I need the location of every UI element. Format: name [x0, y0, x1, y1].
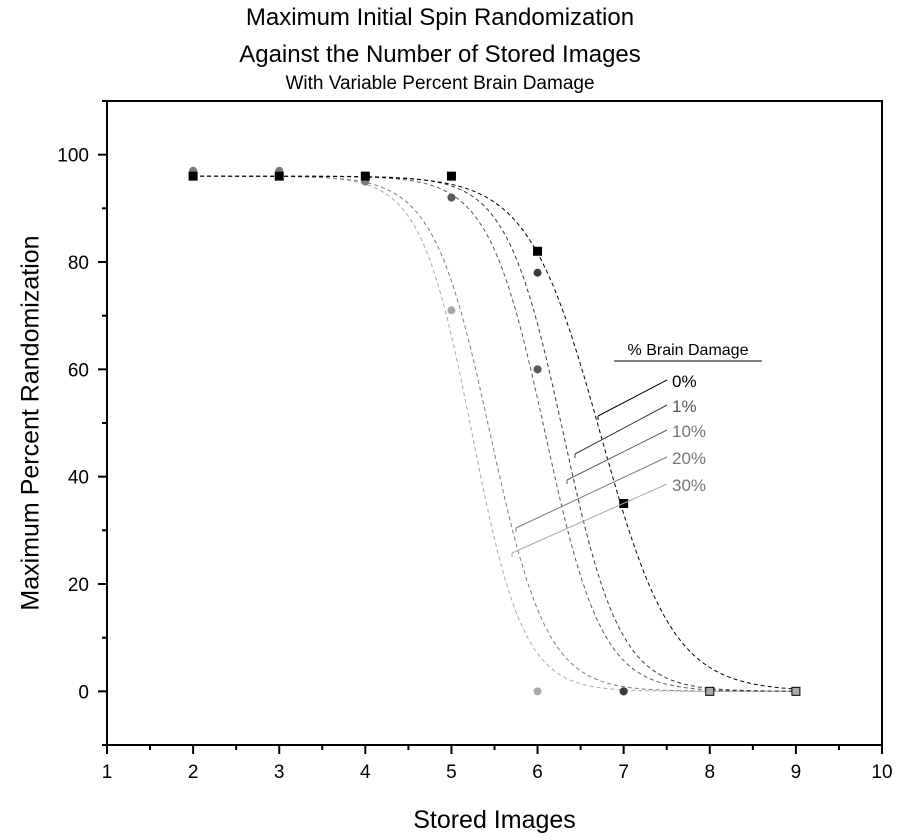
data-point-1pct — [533, 268, 542, 277]
legend-label-20pct: 20% — [672, 449, 706, 468]
x-tick-label: 2 — [188, 762, 199, 783]
x-tick-label: 3 — [274, 762, 285, 783]
data-point-0pct — [274, 171, 284, 181]
y-tick-label: 60 — [68, 360, 89, 381]
chart-title-line2: Against the Number of Stored Images — [239, 41, 641, 68]
legend-leader-line — [515, 456, 668, 529]
data-point-0pct — [533, 246, 543, 256]
chart-subtitle: With Variable Percent Brain Damage — [285, 73, 595, 94]
legend-label-1pct: 1% — [672, 397, 697, 416]
legend-leader-line — [574, 404, 668, 455]
data-point-1pct — [619, 687, 628, 696]
fit-curve-0pct — [193, 175, 796, 690]
legend-title: % Brain Damage — [628, 342, 749, 359]
data-point-30pct — [447, 306, 456, 315]
plot-frame — [106, 100, 883, 746]
x-axis-label: Stored Images — [413, 806, 576, 834]
x-tick-label: 9 — [791, 762, 802, 783]
legend-label-0pct: 0% — [672, 372, 697, 391]
y-tick-label: 20 — [68, 575, 89, 596]
chart-title: Maximum Initial Spin Randomization — [245, 4, 635, 31]
data-point-0pct — [705, 686, 715, 696]
data-point-30pct — [533, 687, 542, 696]
y-tick-label: 100 — [57, 146, 89, 167]
legend-label-10pct: 10% — [672, 422, 706, 441]
legend-leader-line — [566, 429, 668, 481]
legend-leader-line — [597, 379, 668, 417]
x-tick-label: 6 — [532, 762, 543, 783]
y-tick-label: 0 — [78, 682, 89, 703]
x-tick-label: 10 — [871, 762, 892, 783]
legend-leader-line — [511, 483, 668, 554]
data-point-0pct — [791, 686, 801, 696]
y-tick-label: 40 — [68, 468, 89, 489]
data-point-0pct — [360, 171, 370, 181]
data-point-0pct — [446, 171, 456, 181]
data-point-10pct — [447, 193, 456, 202]
data-point-10pct — [533, 365, 542, 374]
x-tick-label: 4 — [360, 762, 371, 783]
legend-label-30pct: 30% — [672, 476, 706, 495]
x-tick-label: 8 — [704, 762, 715, 783]
x-tick-label: 1 — [102, 762, 113, 783]
data-point-0pct — [188, 171, 198, 181]
x-tick-label: 5 — [446, 762, 457, 783]
y-tick-label: 80 — [68, 253, 89, 274]
x-tick-label: 7 — [618, 762, 629, 783]
